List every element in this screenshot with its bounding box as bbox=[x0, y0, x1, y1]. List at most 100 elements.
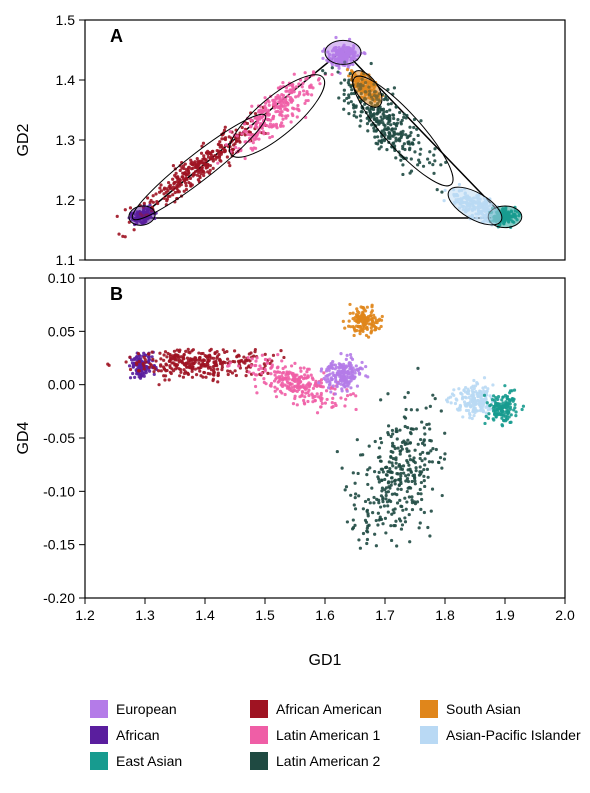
scatter-point bbox=[504, 394, 507, 397]
x-tick-label: 1.6 bbox=[315, 607, 335, 623]
scatter-point bbox=[486, 401, 489, 404]
x-tick-label: 1.2 bbox=[75, 607, 95, 623]
scatter-point bbox=[366, 328, 369, 331]
scatter-point bbox=[349, 72, 352, 75]
scatter-point bbox=[415, 128, 418, 131]
scatter-point bbox=[410, 427, 413, 430]
scatter-point bbox=[383, 478, 386, 481]
scatter-point bbox=[476, 409, 479, 412]
scatter-point bbox=[395, 430, 398, 433]
panel-b-ytick-label: 0.05 bbox=[48, 323, 75, 339]
scatter-point bbox=[151, 358, 154, 361]
panel-b-frame bbox=[85, 278, 565, 598]
scatter-point bbox=[278, 380, 281, 383]
scatter-point bbox=[473, 411, 476, 414]
panel-b-ytick-label: -0.15 bbox=[43, 537, 75, 553]
scatter-point bbox=[210, 368, 213, 371]
panel-a-ytick-label: 1.3 bbox=[56, 132, 76, 148]
scatter-point bbox=[257, 137, 260, 140]
scatter-point bbox=[266, 361, 269, 364]
scatter-point bbox=[410, 157, 413, 160]
scatter-point bbox=[429, 405, 432, 408]
scatter-point bbox=[390, 539, 393, 542]
scatter-point bbox=[330, 73, 333, 76]
scatter-point bbox=[415, 469, 418, 472]
scatter-point bbox=[367, 514, 370, 517]
scatter-point bbox=[245, 359, 248, 362]
scatter-point bbox=[225, 350, 228, 353]
scatter-point bbox=[443, 452, 446, 455]
scatter-point bbox=[275, 123, 278, 126]
scatter-point bbox=[313, 399, 316, 402]
scatter-point bbox=[407, 449, 410, 452]
scatter-point bbox=[350, 369, 353, 372]
scatter-point bbox=[417, 443, 420, 446]
scatter-point bbox=[411, 508, 414, 511]
scatter-point bbox=[347, 376, 350, 379]
scatter-point bbox=[159, 357, 162, 360]
scatter-point bbox=[374, 440, 377, 443]
scatter-point bbox=[234, 146, 237, 149]
scatter-point bbox=[447, 396, 450, 399]
scatter-point bbox=[385, 466, 388, 469]
scatter-point bbox=[320, 367, 323, 370]
scatter-point bbox=[216, 350, 219, 353]
scatter-point bbox=[167, 181, 170, 184]
scatter-point bbox=[487, 412, 490, 415]
scatter-point bbox=[216, 156, 219, 159]
scatter-point bbox=[229, 130, 232, 133]
scatter-point bbox=[304, 71, 307, 74]
scatter-point bbox=[302, 399, 305, 402]
scatter-point bbox=[407, 142, 410, 145]
scatter-point bbox=[365, 510, 368, 513]
panel-a-ytick-label: 1.4 bbox=[56, 72, 76, 88]
scatter-point bbox=[376, 321, 379, 324]
scatter-point bbox=[379, 115, 382, 118]
scatter-point bbox=[131, 372, 134, 375]
legend-label: African American bbox=[276, 701, 382, 717]
scatter-point bbox=[502, 405, 505, 408]
scatter-point bbox=[334, 36, 337, 39]
scatter-point bbox=[133, 376, 136, 379]
scatter-point bbox=[302, 366, 305, 369]
scatter-point bbox=[180, 360, 183, 363]
scatter-point bbox=[352, 518, 355, 521]
scatter-point bbox=[400, 445, 403, 448]
scatter-point bbox=[226, 358, 229, 361]
scatter-point bbox=[202, 142, 205, 145]
scatter-point bbox=[206, 163, 209, 166]
scatter-point bbox=[283, 377, 286, 380]
scatter-point bbox=[332, 384, 335, 387]
scatter-point bbox=[274, 102, 277, 105]
scatter-point bbox=[365, 542, 368, 545]
scatter-point bbox=[355, 104, 358, 107]
scatter-point bbox=[305, 90, 308, 93]
scatter-point bbox=[178, 374, 181, 377]
scatter-point bbox=[396, 447, 399, 450]
scatter-point bbox=[183, 363, 186, 366]
scatter-point bbox=[312, 387, 315, 390]
scatter-point bbox=[183, 372, 186, 375]
scatter-point bbox=[350, 92, 353, 95]
scatter-point bbox=[301, 85, 304, 88]
scatter-point bbox=[288, 382, 291, 385]
scatter-point bbox=[328, 373, 331, 376]
scatter-point bbox=[428, 534, 431, 537]
scatter-point bbox=[294, 373, 297, 376]
scatter-point bbox=[409, 486, 412, 489]
scatter-point bbox=[242, 361, 245, 364]
scatter-point bbox=[325, 389, 328, 392]
scatter-point bbox=[440, 409, 443, 412]
scatter-point bbox=[352, 103, 355, 106]
panel-a-ytick-label: 1.5 bbox=[56, 12, 76, 28]
scatter-point bbox=[274, 390, 277, 393]
scatter-point bbox=[357, 494, 360, 497]
scatter-point bbox=[416, 163, 419, 166]
scatter-point bbox=[143, 356, 146, 359]
scatter-point bbox=[378, 480, 381, 483]
scatter-point bbox=[398, 449, 401, 452]
scatter-point bbox=[143, 367, 146, 370]
scatter-point bbox=[356, 314, 359, 317]
scatter-point bbox=[321, 57, 324, 60]
scatter-point bbox=[187, 171, 190, 174]
